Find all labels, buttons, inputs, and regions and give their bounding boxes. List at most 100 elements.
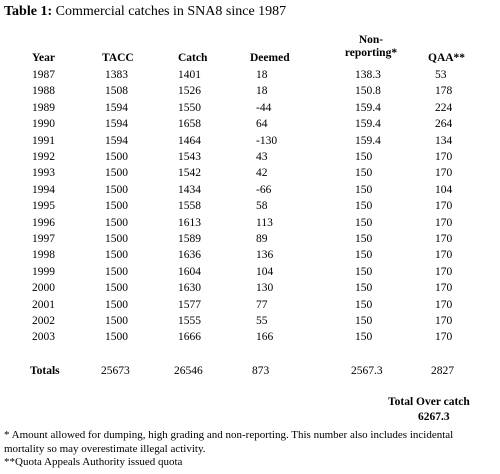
- cell: 150: [355, 216, 373, 229]
- totals-cell: 26546: [174, 365, 203, 377]
- cell: 1500: [105, 167, 128, 180]
- cell: 104: [435, 183, 453, 196]
- cell: 170: [435, 298, 453, 311]
- cell: 150: [355, 233, 373, 245]
- row-year: 1996: [32, 216, 55, 229]
- cell: 1500: [105, 315, 128, 327]
- row-year: 2003: [32, 331, 55, 344]
- footnotes: * Amount allowed for dumping, high gradi…: [4, 429, 496, 470]
- cell: 1594: [105, 101, 128, 114]
- row-year: 1992: [32, 151, 55, 163]
- cell: 89: [256, 233, 268, 245]
- cell: 1500: [105, 216, 128, 229]
- cell: 1630: [178, 282, 201, 295]
- cell: 1666: [178, 331, 201, 344]
- cell: 130: [256, 282, 274, 295]
- cell: 170: [435, 200, 453, 213]
- cell: 178: [435, 85, 453, 98]
- row-year: 1995: [32, 200, 55, 213]
- footnote: * Amount allowed for dumping, high gradi…: [4, 429, 454, 455]
- cell: 1589: [178, 233, 201, 245]
- cell: 170: [435, 216, 453, 229]
- cell: 55: [256, 315, 268, 327]
- cell: 1550: [178, 101, 201, 114]
- cell: 150.8: [355, 85, 381, 98]
- cell: 1500: [105, 298, 128, 311]
- cell: 170: [435, 331, 453, 344]
- cell: 1434: [178, 183, 201, 196]
- column-header: Non-reporting*: [344, 34, 398, 59]
- totals-cell: 2827: [431, 365, 454, 377]
- cell: 1383: [105, 69, 128, 81]
- cell: 1526: [178, 85, 201, 98]
- cell: 58: [256, 200, 268, 213]
- cell: 150: [355, 282, 373, 295]
- cell: 170: [435, 265, 453, 278]
- row-year: 1997: [32, 233, 55, 245]
- cell: 1636: [178, 249, 201, 262]
- cell: 264: [435, 118, 453, 131]
- cell: 1658: [178, 118, 201, 131]
- column-header: Catch: [178, 52, 208, 64]
- cell: 170: [435, 167, 453, 180]
- cell: 1500: [105, 233, 128, 245]
- cell: 150: [355, 200, 373, 213]
- cell: 150: [355, 249, 373, 262]
- cell: 1500: [105, 249, 128, 262]
- cell: 150: [355, 151, 373, 163]
- row-year: 2000: [32, 282, 55, 295]
- cell: 18: [256, 69, 268, 81]
- totals-label: Totals: [30, 365, 60, 377]
- title-text: Commercial catches in SNA8 since 1987: [55, 4, 287, 19]
- cell: 1500: [105, 183, 128, 196]
- row-year: 1994: [32, 183, 55, 196]
- row-year: 1990: [32, 118, 55, 131]
- row-year: 1991: [32, 134, 55, 147]
- row-year: 1993: [32, 167, 55, 180]
- cell: 1558: [178, 200, 201, 213]
- row-year: 1987: [32, 69, 55, 81]
- table-title: Table 1: Commercial catches in SNA8 sinc…: [4, 4, 286, 20]
- cell: 166: [256, 331, 274, 344]
- cell: 1500: [105, 151, 128, 163]
- row-year: 1999: [32, 265, 55, 278]
- cell: 64: [256, 118, 268, 131]
- cell: 150: [355, 167, 373, 180]
- totals-cell: 25673: [101, 365, 130, 377]
- column-header: Deemed: [250, 52, 290, 64]
- cell: 170: [435, 315, 453, 327]
- cell: 138.3: [355, 69, 381, 81]
- cell: 1500: [105, 282, 128, 295]
- cell: 170: [435, 249, 453, 262]
- column-header: QAA**: [428, 52, 466, 64]
- row-year: 1989: [32, 101, 55, 114]
- title-label: Table 1:: [4, 4, 53, 19]
- cell: 224: [435, 101, 453, 114]
- cell: 1594: [105, 118, 128, 131]
- cell: 150: [355, 183, 373, 196]
- cell: 150: [355, 315, 373, 327]
- cell: 150: [355, 265, 373, 278]
- cell: 1464: [178, 134, 201, 147]
- cell: 1500: [105, 265, 128, 278]
- cell: 159.4: [355, 101, 381, 114]
- cell: 150: [355, 331, 373, 344]
- total-over-catch-label: Total Over catch: [388, 396, 470, 408]
- total-over-catch-value: 6267.3: [418, 411, 450, 423]
- cell: 170: [435, 151, 453, 163]
- footnote: **Quota Appeals Authority issued quota: [4, 456, 183, 468]
- cell: 134: [435, 134, 453, 147]
- row-year: 2001: [32, 298, 55, 311]
- cell: 136: [256, 249, 274, 262]
- cell: 104: [256, 265, 274, 278]
- totals-cell: 873: [252, 365, 270, 377]
- cell: 1613: [178, 216, 201, 229]
- cell: -130: [256, 134, 278, 147]
- cell: 170: [435, 282, 453, 295]
- cell: 1594: [105, 134, 128, 147]
- cell: 1543: [178, 151, 201, 163]
- cell: 1542: [178, 167, 201, 180]
- cell: 113: [256, 216, 273, 229]
- cell: 1577: [178, 298, 201, 311]
